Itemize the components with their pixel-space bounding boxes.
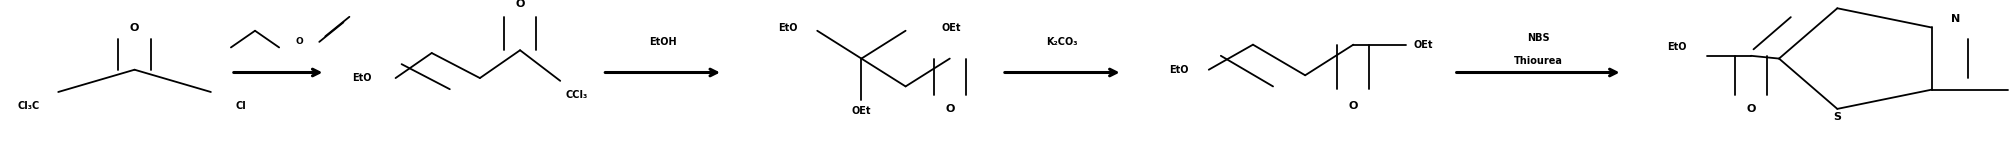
Text: Cl: Cl <box>236 101 246 111</box>
Text: O: O <box>1746 104 1756 114</box>
Text: EtOH: EtOH <box>649 37 677 47</box>
Text: EtO: EtO <box>778 23 796 33</box>
Text: S: S <box>1833 112 1841 122</box>
Text: O: O <box>946 104 954 114</box>
Text: OEt: OEt <box>941 23 962 33</box>
Text: NBS: NBS <box>1526 33 1550 43</box>
Text: N: N <box>1951 14 1960 24</box>
Text: CCl₃: CCl₃ <box>564 90 587 100</box>
Text: EtO: EtO <box>1667 42 1687 52</box>
Text: OEt: OEt <box>851 106 871 116</box>
Text: EtO: EtO <box>1169 65 1189 75</box>
Text: O: O <box>294 37 302 46</box>
Text: OEt: OEt <box>1413 40 1433 50</box>
Text: K₂CO₃: K₂CO₃ <box>1046 37 1079 47</box>
Text: O: O <box>516 0 524 9</box>
Text: EtO: EtO <box>353 73 371 83</box>
Text: O: O <box>1349 101 1359 111</box>
Text: O: O <box>129 23 139 33</box>
Text: Cl₃C: Cl₃C <box>16 101 38 111</box>
Text: Thiourea: Thiourea <box>1514 56 1562 66</box>
